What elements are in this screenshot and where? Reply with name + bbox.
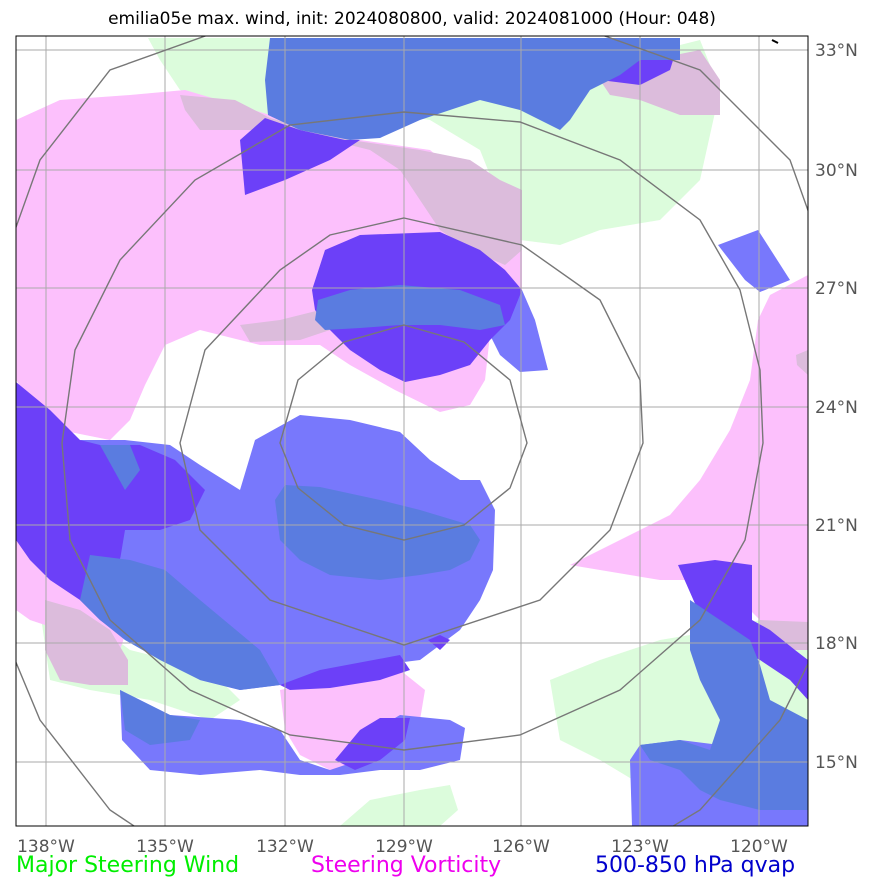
- lon-labels: 138°W 135°W 132°W 129°W 126°W 123°W 120°…: [17, 837, 788, 857]
- lon-label: 135°W: [136, 837, 194, 857]
- lat-label: 24°N: [815, 398, 858, 418]
- overlap-region-east-edge: [796, 350, 808, 375]
- map-title: emilia05e max. wind, init: 2024080800, v…: [108, 9, 716, 29]
- vort-region-east: [570, 275, 808, 640]
- qvap-dark-west: [16, 382, 205, 640]
- lat-label: 33°N: [815, 41, 858, 61]
- lon-label: 129°W: [375, 837, 433, 857]
- map-frame: [15, 35, 809, 827]
- qvap-dark-east: [678, 560, 808, 700]
- lat-label: 15°N: [815, 753, 858, 773]
- qvap-region-northeast: [718, 230, 790, 292]
- legend-steering-wind: Major Steering Wind: [16, 853, 240, 878]
- lon-label: 123°W: [611, 837, 669, 857]
- legend-steering-vorticity: Steering Vorticity: [311, 853, 502, 878]
- overlap-region-north: [180, 95, 522, 265]
- lat-label: 21°N: [815, 516, 858, 536]
- wind-region-south: [340, 785, 458, 826]
- qvap-steel-center: [275, 485, 480, 580]
- field-layers: [16, 36, 808, 826]
- lat-label: 18°N: [815, 634, 858, 654]
- lat-label: 27°N: [815, 279, 858, 299]
- lat-label: 30°N: [815, 161, 858, 181]
- range-rings: [16, 36, 808, 826]
- qvap-steel-west-tip: [100, 445, 140, 490]
- qvap-steel-left: [80, 555, 280, 690]
- lon-label: 126°W: [492, 837, 550, 857]
- qvap-steel-southwest: [120, 690, 200, 745]
- qvap-dark-south-small: [335, 718, 410, 770]
- qvap-steel-top: [265, 38, 680, 140]
- legend-qvap: 500-850 hPa qvap: [595, 853, 796, 878]
- range-ring-2: [179, 217, 644, 646]
- qvap-steel-band: [315, 285, 505, 330]
- range-ring-3: [61, 111, 764, 751]
- lon-label: 132°W: [256, 837, 314, 857]
- coastline-fragment: [771, 39, 779, 44]
- range-ring-1: [279, 324, 528, 541]
- lon-label: 138°W: [17, 837, 75, 857]
- range-ring-4: [16, 36, 808, 826]
- qvap-steel-field: [80, 38, 808, 810]
- qvap-steel-southeast: [640, 600, 808, 810]
- qvap-dark-south: [280, 655, 410, 690]
- lat-labels: 33°N 30°N 27°N 24°N 21°N 18°N 15°N: [815, 41, 858, 773]
- lon-label: 120°W: [730, 837, 788, 857]
